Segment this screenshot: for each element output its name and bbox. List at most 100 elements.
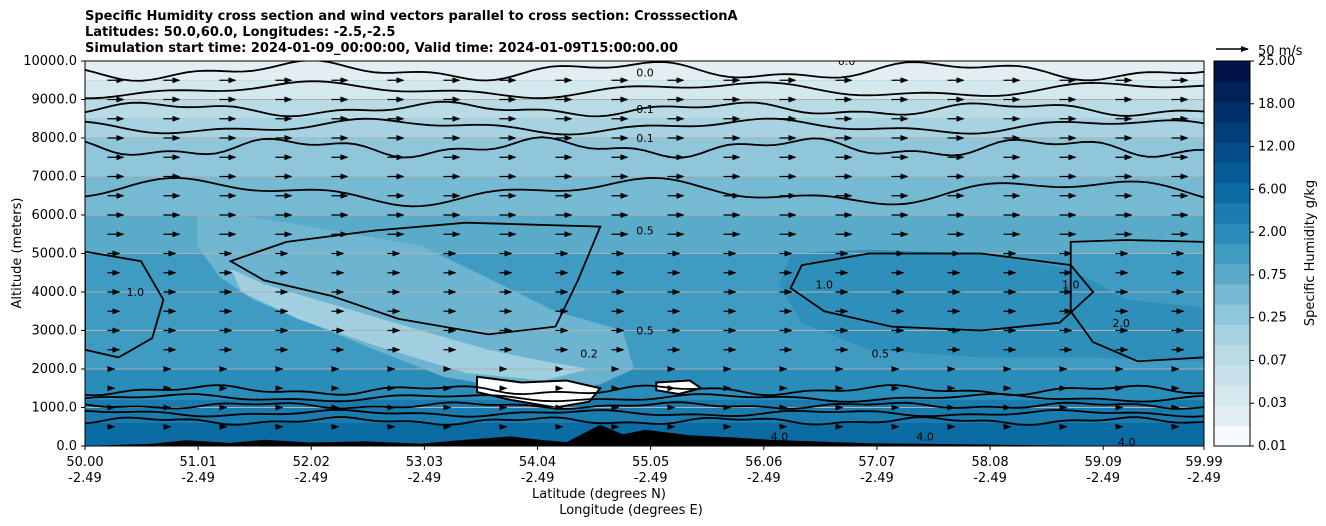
chart-title-line-1: Specific Humidity cross section and wind…	[85, 9, 738, 24]
contour-label: 0.5	[636, 325, 654, 338]
plot-area: 0.0 0.1 0.1 0.5 0.5 0.2 1.0 1.0 1.0 2.0 0.5 4.0 4.0 4…	[85, 61, 1204, 449]
contour-label: 1.0	[816, 278, 834, 291]
x-axis-title-lon: Longitude (degrees E)	[559, 503, 703, 518]
y-tick-label: 0.0	[56, 439, 77, 454]
contour-label: 4.0	[1118, 436, 1136, 449]
moist-region	[779, 249, 1204, 362]
humidity-band	[85, 369, 1204, 400]
chart-title: Specific Humidity cross section and wind…	[85, 9, 738, 57]
colorbar-segment	[1214, 243, 1250, 265]
colorbar-tick-label: 2.00	[1258, 225, 1287, 240]
colorbar-segment	[1214, 283, 1250, 305]
colorbar-segment	[1214, 344, 1250, 366]
colorbar-tick-label: 25.00	[1258, 54, 1295, 69]
y-tick-label: 1000.0	[32, 401, 78, 416]
dry-core-region	[230, 268, 590, 381]
x-tick-label-lat: 58.08	[971, 455, 1008, 470]
x-tick-label-lon: -2.49	[294, 471, 328, 486]
contour-line	[85, 416, 1204, 426]
x-tick-label-lon: -2.49	[408, 471, 442, 486]
x-tick-label-lon: -2.49	[860, 471, 894, 486]
terrain	[85, 424, 1204, 446]
contour-label: 0.5	[872, 348, 890, 361]
colorbar-tick-label: 6.00	[1258, 182, 1287, 197]
colorbar-segment	[1214, 182, 1250, 204]
colorbar-tick-label: 0.03	[1258, 396, 1287, 411]
x-tick-label-lat: 51.01	[180, 455, 217, 470]
axes: 0.0 1000.0 2000.0 3000.0 4000.0 5000.0 6000.0 7…	[10, 54, 1223, 518]
colorbar-tick-label: 0.75	[1258, 268, 1287, 283]
contour-label: 0.1	[636, 132, 654, 145]
y-tick-label: 6000.0	[32, 208, 78, 223]
contour-label: 0.2	[580, 348, 598, 361]
x-tick-label-lat: 52.02	[293, 455, 330, 470]
contour-line	[1069, 239, 1204, 363]
colorbar-segment	[1214, 364, 1250, 386]
contour-label: 4.0	[916, 430, 934, 443]
contour-label: 1.0	[127, 286, 145, 299]
y-tick-label: 9000.0	[32, 93, 78, 108]
x-tick-label-lon: -2.49	[1187, 471, 1221, 486]
humidity-band	[85, 99, 1204, 119]
humidity-band	[85, 61, 1204, 81]
humidity-band	[85, 80, 1204, 100]
contour-line	[85, 392, 1204, 403]
x-tick-label-lat: 50.00	[66, 455, 103, 470]
contour-line	[85, 401, 1204, 410]
colorbar-segment	[1214, 162, 1250, 184]
chart-title-line-2: Latitudes: 50.0,60.0, Longitudes: -2.5,-…	[85, 25, 396, 40]
contour-label: 4.0	[771, 430, 789, 443]
colorbar-segment	[1214, 223, 1250, 244]
contour-line	[789, 252, 1095, 332]
contour-line	[85, 408, 1204, 418]
colorbar-segment	[1214, 121, 1250, 143]
y-tick-label: 7000.0	[32, 170, 78, 185]
y-tick-label: 4000.0	[32, 285, 78, 300]
colorbar-frame	[1213, 60, 1251, 447]
colorbar-segment	[1214, 101, 1250, 123]
colorbar-tick-label: 0.07	[1258, 353, 1287, 368]
y-tick-label: 8000.0	[32, 131, 78, 146]
colorbar-tick-label: 18.00	[1258, 97, 1295, 112]
x-tick-label-lat: 55.05	[632, 455, 669, 470]
x-tick-label-lon: -2.49	[1086, 471, 1120, 486]
contour-line	[228, 221, 602, 336]
x-tick-label-lon: -2.49	[634, 471, 668, 486]
contour-line	[85, 250, 165, 359]
dry-intrusion-region	[197, 195, 634, 393]
y-tick-label: 5000.0	[32, 247, 78, 262]
contour-label: 0.0	[636, 67, 654, 80]
contour-label: 1.0	[1062, 278, 1080, 291]
x-tick-label-lon: -2.49	[973, 471, 1007, 486]
contour-line	[85, 117, 1204, 136]
colorbar-segment	[1214, 61, 1250, 82]
y-tick-label: 10000.0	[23, 54, 77, 69]
contour-label: 2.0	[1112, 317, 1130, 330]
colorbar-tick-label: 12.00	[1258, 140, 1295, 155]
contour-line	[85, 80, 1204, 100]
x-tick-label-lon: -2.49	[181, 471, 215, 486]
x-tick-label-lon: -2.49	[521, 471, 555, 486]
contour-line	[85, 61, 1204, 82]
x-tick-label-lat: 59.99	[1185, 455, 1222, 470]
chart-title-line-3: Simulation start time: 2024-01-09_00:00:…	[85, 41, 678, 56]
colorbar-tick-label: 0.01	[1258, 439, 1287, 454]
colorbar-segment	[1214, 304, 1250, 325]
wind-reference-label: 50 m/s	[1258, 44, 1303, 59]
x-tick-label-lat: 59.09	[1085, 455, 1122, 470]
y-tick-label: 3000.0	[32, 324, 78, 339]
colorbar-segment	[1214, 324, 1250, 346]
colorbar-segment	[1214, 81, 1250, 103]
x-tick-label-lat: 57.07	[858, 455, 895, 470]
colorbar-tick-label: 0.25	[1258, 311, 1287, 326]
contour-label: 0.5	[636, 224, 654, 237]
colorbar-segment	[1214, 202, 1250, 224]
colorbar-segment	[1214, 385, 1250, 406]
wind-reference-key: 50 m/s	[1216, 44, 1303, 59]
colorbar-segment	[1214, 405, 1250, 427]
contour-line	[85, 176, 1204, 208]
x-tick-label-lon: -2.49	[747, 471, 781, 486]
colorbar-segment	[1214, 142, 1250, 163]
colorbar: 0.01 0.03 0.07 0.25 0.75 2.00 6.00 12.00 18.00 25…	[1213, 54, 1318, 454]
